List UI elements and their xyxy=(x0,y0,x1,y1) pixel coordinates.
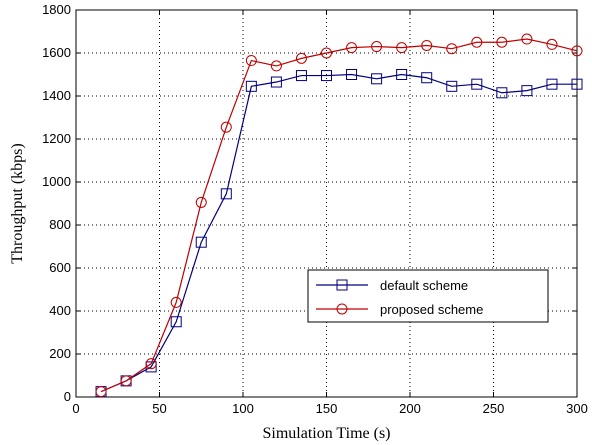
x-tick-label: 300 xyxy=(566,401,588,416)
data-point xyxy=(270,60,282,72)
data-point xyxy=(95,386,107,398)
data-point xyxy=(371,73,383,85)
data-point xyxy=(471,78,483,90)
legend-marker xyxy=(336,303,348,315)
y-tick-label: 400 xyxy=(49,303,71,318)
data-point xyxy=(295,52,307,64)
y-tick-label: 1800 xyxy=(42,2,71,17)
data-point xyxy=(496,36,508,48)
data-point xyxy=(496,87,508,99)
data-point xyxy=(245,55,257,67)
y-tick-label: 1000 xyxy=(42,174,71,189)
data-point xyxy=(220,188,232,200)
legend: default scheme proposed scheme xyxy=(307,269,549,323)
data-point xyxy=(145,358,157,370)
data-point xyxy=(446,80,458,92)
data-point xyxy=(396,69,408,80)
series-default-scheme xyxy=(95,69,583,398)
data-point xyxy=(396,42,408,54)
series-layer xyxy=(95,33,583,398)
y-tick-label: 200 xyxy=(49,346,71,361)
data-point xyxy=(346,42,358,54)
data-point xyxy=(571,78,583,90)
data-point xyxy=(120,375,132,387)
data-point xyxy=(546,38,558,50)
data-point xyxy=(521,33,533,45)
data-point xyxy=(371,41,383,53)
x-tick-label: 150 xyxy=(316,401,338,416)
y-tick-label: 1400 xyxy=(42,88,71,103)
x-tick-label: 50 xyxy=(152,401,166,416)
data-point xyxy=(321,70,332,82)
data-point xyxy=(195,236,207,248)
y-tick-label: 1600 xyxy=(42,45,71,60)
legend-marker xyxy=(336,279,348,291)
data-point xyxy=(295,70,307,82)
grid-lines xyxy=(76,10,577,397)
x-tick-label: 250 xyxy=(483,401,505,416)
legend-label: default scheme xyxy=(380,278,468,293)
data-point xyxy=(245,80,257,92)
y-tick-label: 800 xyxy=(49,217,71,232)
axis-ticks: 0 50 100 150 200 250 300 0 200 400 600 800 1000 1200 1… xyxy=(42,2,588,416)
y-axis-title: Throughput (kbps) xyxy=(9,143,26,263)
x-axis-title: Simulation Time (s) xyxy=(262,425,390,442)
data-point xyxy=(421,72,433,84)
data-point xyxy=(471,36,483,48)
data-point xyxy=(546,78,558,90)
data-point xyxy=(571,45,583,57)
y-tick-label: 1200 xyxy=(42,131,71,146)
data-point xyxy=(170,316,182,328)
data-point xyxy=(521,85,533,97)
data-point xyxy=(321,47,332,59)
x-tick-label: 200 xyxy=(399,401,421,416)
series-line xyxy=(100,73,577,393)
data-point xyxy=(446,43,458,55)
data-point xyxy=(421,39,433,51)
series-line xyxy=(100,38,578,393)
data-point xyxy=(346,69,358,80)
data-point xyxy=(220,121,232,133)
data-point xyxy=(270,76,282,88)
y-tick-label: 600 xyxy=(49,260,71,275)
data-point xyxy=(195,196,207,208)
legend-label: proposed scheme xyxy=(380,302,483,317)
y-tick-label: 0 xyxy=(64,389,71,404)
series-proposed-scheme xyxy=(95,33,583,398)
x-tick-label: 100 xyxy=(232,401,254,416)
data-point xyxy=(170,296,182,308)
x-tick-label: 0 xyxy=(72,401,79,416)
legend-box xyxy=(307,269,549,323)
